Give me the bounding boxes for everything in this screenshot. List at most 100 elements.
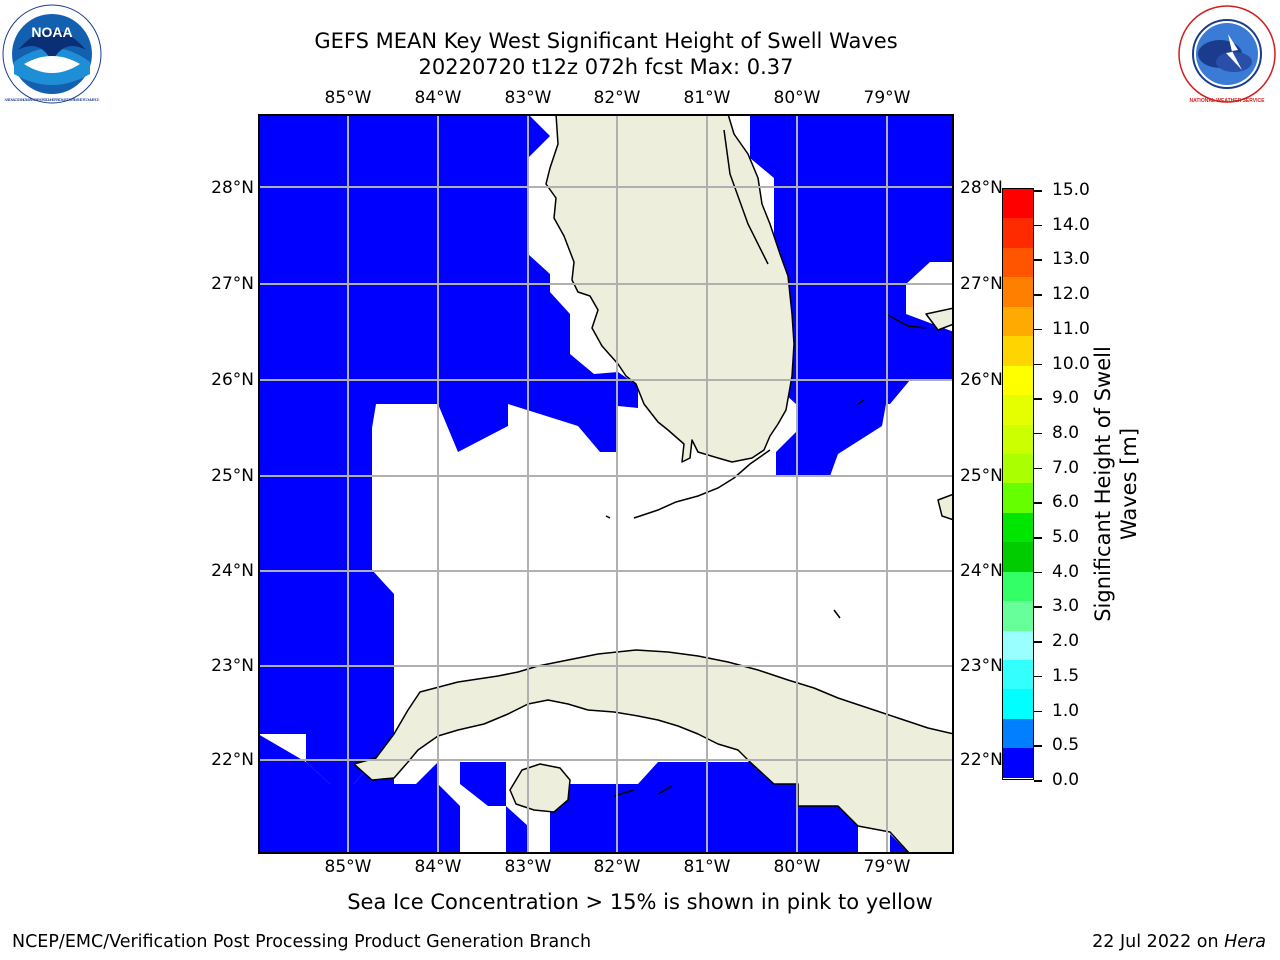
- colorbar-tick: [1034, 190, 1042, 192]
- lat-tick-right: 24°N: [960, 561, 1003, 581]
- lat-tick-left: 27°N: [211, 274, 254, 294]
- footer-host: Hera: [1224, 932, 1266, 952]
- colorbar-segment: [1003, 512, 1033, 543]
- colorbar-tick: [1034, 606, 1042, 608]
- noaa-logo: NOAA NATIONAL OCEANIC AND ATMOSPHERIC AD…: [2, 4, 102, 104]
- colorbar-tick: [1034, 502, 1042, 504]
- colorbar-tick: [1034, 710, 1042, 713]
- colorbar-tick-label: 9.0: [1052, 388, 1080, 409]
- lon-tick-top: 81°W: [683, 88, 731, 108]
- colorbar-tick-label: 13.0: [1052, 249, 1090, 270]
- colorbar-tick: [1034, 224, 1042, 227]
- colorbar-segment: [1003, 601, 1033, 631]
- colorbar-segment: [1003, 424, 1033, 454]
- lon-tick-top: 82°W: [593, 88, 641, 108]
- colorbar-segment: [1003, 718, 1033, 749]
- lon-tick-bottom: 82°W: [593, 857, 641, 877]
- land: [353, 114, 954, 854]
- colorbar-tick-label: 3.0: [1052, 596, 1080, 617]
- colorbar-segment: [1003, 218, 1033, 248]
- colorbar-label-line1: Significant Height of Swell: [1091, 346, 1115, 622]
- colorbar-tick-label: 4.0: [1052, 561, 1080, 582]
- lat-tick-right: 26°N: [960, 370, 1003, 390]
- graticule: [258, 114, 954, 854]
- colorbar-tick-label: 1.5: [1052, 665, 1080, 686]
- colorbar-segment: [1003, 542, 1033, 572]
- colorbar-tick: [1034, 259, 1042, 261]
- lat-tick-left: 22°N: [211, 750, 254, 770]
- colorbar-tick: [1034, 571, 1042, 574]
- colorbar: [1002, 188, 1034, 780]
- colorbar-tick: [1034, 537, 1042, 539]
- lon-tick-bottom: 85°W: [324, 857, 372, 877]
- lat-tick-right: 22°N: [960, 750, 1003, 770]
- colorbar-tick: [1034, 641, 1042, 643]
- colorbar-segment: [1003, 660, 1033, 690]
- lat-tick-left: 26°N: [211, 370, 254, 390]
- sea-ice-note: Sea Ice Concentration > 15% is shown in …: [347, 890, 933, 914]
- colorbar-segment: [1003, 189, 1033, 219]
- lon-tick-top: 84°W: [414, 88, 462, 108]
- colorbar-tick-label: 11.0: [1052, 318, 1090, 339]
- colorbar-segment: [1003, 306, 1033, 337]
- colorbar-tick-label: 6.0: [1052, 492, 1080, 513]
- colorbar-tick-label: 10.0: [1052, 353, 1090, 374]
- lon-tick-bottom: 83°W: [504, 857, 552, 877]
- colorbar-tick: [1034, 363, 1042, 366]
- lon-tick-top: 83°W: [504, 88, 552, 108]
- colorbar-tick-label: 7.0: [1052, 457, 1080, 478]
- swell-field: [258, 114, 954, 854]
- lon-tick-bottom: 81°W: [683, 857, 731, 877]
- lat-tick-left: 24°N: [211, 561, 254, 581]
- colorbar-segment: [1003, 483, 1033, 513]
- lat-tick-right: 25°N: [960, 466, 1003, 486]
- colorbar-segment: [1003, 453, 1033, 484]
- nws-logo: NATIONAL WEATHER SERVICE: [1178, 5, 1276, 104]
- lon-tick-top: 80°W: [773, 88, 821, 108]
- colorbar-segment: [1003, 571, 1033, 602]
- colorbar-tick-label: 5.0: [1052, 527, 1080, 548]
- colorbar-tick-label: 1.0: [1052, 700, 1080, 721]
- colorbar-segment: [1003, 630, 1033, 660]
- lon-tick-bottom: 80°W: [773, 857, 821, 877]
- footer-date: 22 Jul 2022 on Hera: [1092, 932, 1266, 952]
- chart-title: GEFS MEAN Key West Significant Height of…: [314, 29, 898, 53]
- colorbar-tick: [1034, 432, 1042, 435]
- lat-tick-right: 27°N: [960, 274, 1003, 294]
- colorbar-tick-label: 0.0: [1052, 770, 1080, 790]
- colorbar-tick-label: 12.0: [1052, 284, 1090, 305]
- colorbar-tick: [1034, 780, 1042, 782]
- coast-details: [605, 129, 927, 797]
- colorbar-tick-label: 0.5: [1052, 735, 1080, 756]
- lon-tick-bottom: 84°W: [414, 857, 462, 877]
- colorbar-tick: [1034, 398, 1042, 400]
- colorbar-segment: [1003, 247, 1033, 278]
- map-plot: [258, 114, 954, 854]
- colorbar-tick: [1034, 675, 1042, 678]
- lat-tick-left: 28°N: [211, 178, 254, 198]
- colorbar-tick: [1034, 745, 1042, 747]
- colorbar-tick-label: 14.0: [1052, 214, 1090, 235]
- footer-credit: NCEP/EMC/Verification Post Processing Pr…: [12, 932, 592, 952]
- colorbar-segment: [1003, 689, 1033, 719]
- lat-tick-left: 25°N: [211, 466, 254, 486]
- noaa-logo-ring-text: NATIONAL OCEANIC AND ATMOSPHERIC ADMINIS…: [4, 97, 99, 102]
- colorbar-tick: [1034, 328, 1042, 331]
- lon-tick-top: 79°W: [863, 88, 911, 108]
- lat-tick-right: 28°N: [960, 178, 1003, 198]
- colorbar-segment: [1003, 365, 1033, 396]
- nws-logo-ring-text: NATIONAL WEATHER SERVICE: [1190, 98, 1266, 104]
- chart-subtitle: 20220720 t12z 072h fcst Max: 0.37: [418, 55, 794, 79]
- colorbar-tick: [1034, 294, 1042, 296]
- lat-tick-left: 23°N: [211, 656, 254, 676]
- colorbar-tick-label: 15.0: [1052, 180, 1090, 200]
- colorbar-segment: [1003, 395, 1033, 425]
- colorbar-tick-label: 2.0: [1052, 631, 1080, 652]
- lat-tick-right: 23°N: [960, 656, 1003, 676]
- lon-tick-bottom: 79°W: [863, 857, 911, 877]
- footer-date-text: 22 Jul 2022 on: [1092, 932, 1225, 952]
- colorbar-label-line2: Waves [m]: [1117, 427, 1141, 541]
- colorbar-segment: [1003, 277, 1033, 307]
- lon-tick-top: 85°W: [324, 88, 372, 108]
- colorbar-label: Significant Height of Swell Waves [m]: [1090, 346, 1142, 622]
